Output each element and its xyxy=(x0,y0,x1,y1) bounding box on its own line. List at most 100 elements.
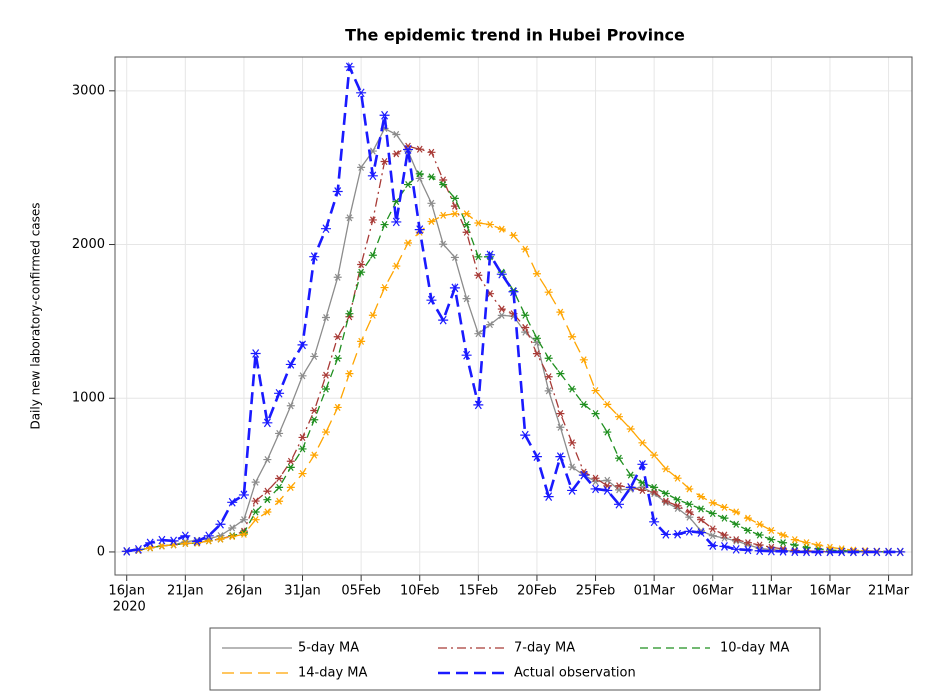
point-marker xyxy=(439,240,448,248)
point-marker xyxy=(567,486,578,495)
point-marker xyxy=(591,474,600,482)
point-marker xyxy=(357,260,366,269)
point-marker xyxy=(813,547,824,557)
x-tick-label: 11Mar xyxy=(751,584,793,599)
y-tick-label: 1000 xyxy=(72,391,105,406)
point-marker xyxy=(532,270,541,278)
point-marker xyxy=(743,514,752,522)
point-marker xyxy=(380,284,389,292)
point-marker xyxy=(392,262,401,270)
point-marker xyxy=(368,251,377,259)
point-marker xyxy=(544,387,553,395)
point-marker xyxy=(310,451,319,459)
point-marker xyxy=(333,333,342,341)
point-marker xyxy=(367,171,378,181)
point-marker xyxy=(672,529,683,539)
point-marker xyxy=(344,62,355,72)
point-marker xyxy=(579,400,588,408)
point-marker xyxy=(357,337,366,345)
point-marker xyxy=(521,323,530,332)
point-marker xyxy=(404,181,413,189)
point-marker xyxy=(157,542,166,550)
point-marker xyxy=(427,199,436,207)
point-marker xyxy=(556,370,565,378)
point-marker xyxy=(544,354,553,362)
point-marker xyxy=(215,519,226,529)
point-marker xyxy=(602,486,613,495)
x-tick-label: 25Feb xyxy=(576,584,616,599)
point-marker xyxy=(731,544,742,554)
chart-title: The epidemic trend in Hubei Province xyxy=(345,26,685,45)
point-marker xyxy=(625,483,636,492)
point-marker xyxy=(275,474,284,483)
point-marker xyxy=(310,406,319,415)
point-marker xyxy=(286,483,295,491)
point-marker xyxy=(685,508,694,516)
point-marker xyxy=(380,157,389,166)
point-marker xyxy=(298,372,307,380)
point-marker xyxy=(614,454,623,462)
point-marker xyxy=(661,489,670,498)
x-tick-year: 2020 xyxy=(113,600,146,615)
point-marker xyxy=(181,539,190,548)
point-marker xyxy=(320,224,331,234)
point-marker xyxy=(801,547,812,557)
point-marker xyxy=(685,485,694,493)
point-marker xyxy=(462,210,471,218)
point-marker xyxy=(555,452,566,462)
point-marker xyxy=(720,514,729,522)
point-marker xyxy=(661,465,670,473)
x-tick-label: 05Feb xyxy=(341,584,381,599)
point-marker xyxy=(848,547,859,557)
y-tick-label: 3000 xyxy=(72,83,105,98)
point-marker xyxy=(638,486,647,495)
point-marker xyxy=(720,503,729,511)
point-marker xyxy=(275,429,284,437)
x-tick-label: 26Jan xyxy=(226,584,263,599)
legend-label: 14-day MA xyxy=(298,666,367,681)
point-marker xyxy=(860,547,871,557)
legend-label: 7-day MA xyxy=(514,641,575,656)
point-marker xyxy=(379,110,390,120)
point-marker xyxy=(568,463,577,471)
point-marker xyxy=(121,546,132,556)
point-marker xyxy=(286,457,295,465)
point-marker xyxy=(462,220,471,229)
point-marker xyxy=(871,547,882,557)
point-marker xyxy=(251,497,260,505)
point-marker xyxy=(298,433,307,441)
legend-label: Actual observation xyxy=(514,666,636,681)
point-marker xyxy=(697,493,706,501)
x-tick-label: 20Feb xyxy=(517,584,557,599)
x-tick-label: 10Feb xyxy=(400,584,440,599)
point-marker xyxy=(766,546,777,556)
point-marker xyxy=(532,350,541,358)
point-marker xyxy=(356,88,367,98)
x-tick-label: 16Jan xyxy=(108,584,145,599)
point-marker xyxy=(591,386,600,395)
point-marker xyxy=(626,425,635,433)
point-marker xyxy=(180,531,191,541)
point-marker xyxy=(520,430,531,440)
point-marker xyxy=(650,483,659,491)
point-marker xyxy=(767,536,776,544)
point-marker xyxy=(778,546,789,556)
point-marker xyxy=(767,526,776,534)
point-marker xyxy=(473,400,484,410)
point-marker xyxy=(274,388,285,398)
point-marker xyxy=(779,531,788,539)
point-marker xyxy=(404,239,413,247)
point-marker xyxy=(509,287,518,295)
point-marker xyxy=(614,482,623,490)
point-marker xyxy=(357,163,366,171)
point-marker xyxy=(427,217,436,226)
point-marker xyxy=(532,334,541,342)
point-marker xyxy=(673,496,682,504)
point-marker xyxy=(543,492,554,501)
point-marker xyxy=(391,217,402,227)
legend-box xyxy=(209,627,821,691)
point-marker xyxy=(227,497,238,507)
point-marker xyxy=(755,541,764,549)
point-marker xyxy=(263,496,272,504)
